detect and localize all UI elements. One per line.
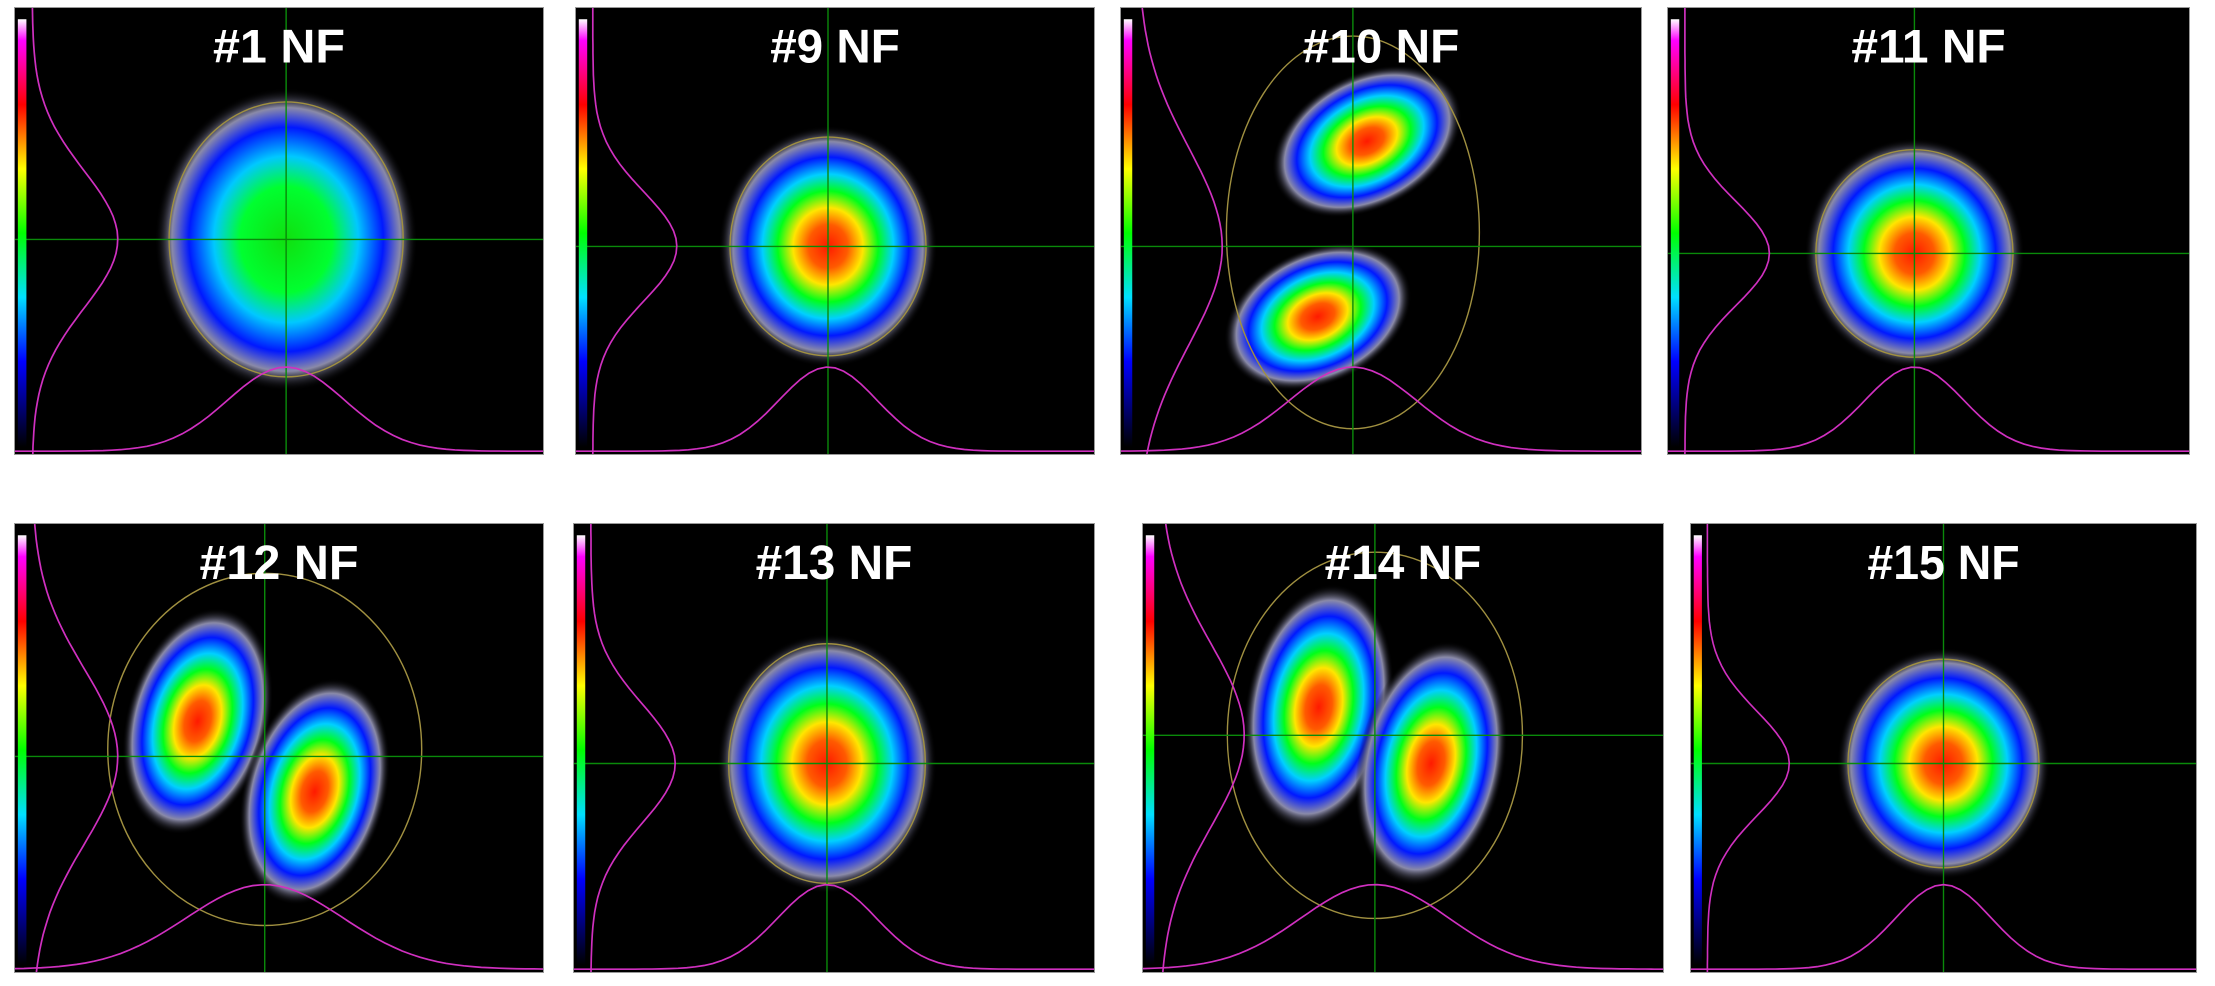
panel-label: #11 NF xyxy=(1851,21,2005,74)
beam-image: #11 NF xyxy=(1668,8,2189,454)
beam-spot xyxy=(1224,242,1412,391)
panel-label: #12 NF xyxy=(199,536,358,590)
beam-spot xyxy=(1272,65,1462,218)
beam-panel: #15 NF xyxy=(1690,523,2197,973)
profile-x xyxy=(1668,366,2189,453)
profile-y xyxy=(591,8,678,454)
beam-panel: #11 NF xyxy=(1667,7,2190,455)
beam-panel: #10 NF xyxy=(1120,7,1642,455)
beam-spot xyxy=(1243,584,1394,830)
profile-y xyxy=(31,8,119,454)
profile-x xyxy=(1691,883,2196,971)
beam-image: #10 NF xyxy=(1121,8,1641,454)
panel-label: #13 NF xyxy=(756,537,913,590)
beam-spot xyxy=(1355,641,1508,886)
profile-y xyxy=(1684,8,1771,454)
profile-y xyxy=(33,524,119,972)
beam-image: #1 NF xyxy=(15,8,543,454)
color-bar xyxy=(17,19,27,447)
panel-label: #9 NF xyxy=(770,21,900,74)
profile-x xyxy=(576,366,1094,453)
panel-label: #1 NF xyxy=(213,20,345,74)
beam-image: #14 NF xyxy=(1143,524,1663,972)
color-bar xyxy=(1670,19,1680,447)
color-bar xyxy=(1145,535,1155,965)
color-bar xyxy=(1123,19,1133,447)
profile-x xyxy=(1143,883,1663,971)
profile-x xyxy=(1121,366,1641,453)
color-bar xyxy=(576,535,586,965)
profile-y xyxy=(1141,8,1224,454)
panel-label: #14 NF xyxy=(1325,537,1482,590)
profile-x xyxy=(574,883,1094,971)
profile-y xyxy=(1161,524,1246,972)
panel-label: #15 NF xyxy=(1867,535,2019,589)
beam-panel: #12 NF xyxy=(14,523,544,973)
panel-label: #10 NF xyxy=(1303,21,1460,74)
color-bar xyxy=(17,535,27,965)
beam-image: #9 NF xyxy=(576,8,1094,454)
profile-x xyxy=(15,883,543,970)
color-bar xyxy=(578,19,588,447)
profile-y xyxy=(1706,524,1791,972)
color-bar xyxy=(1693,535,1702,965)
beam-image: #12 NF xyxy=(15,524,543,972)
beam-panel: #9 NF xyxy=(575,7,1095,455)
beam-panel: #1 NF xyxy=(14,7,544,455)
beam-image: #15 NF xyxy=(1691,524,2196,972)
profile-y xyxy=(590,524,677,972)
profile-x xyxy=(15,366,543,453)
beam-spot xyxy=(239,678,390,905)
beam-panel: #14 NF xyxy=(1142,523,1664,973)
beam-panel: #13 NF xyxy=(573,523,1095,973)
beam-spot xyxy=(122,608,273,835)
beam-image: #13 NF xyxy=(574,524,1094,972)
